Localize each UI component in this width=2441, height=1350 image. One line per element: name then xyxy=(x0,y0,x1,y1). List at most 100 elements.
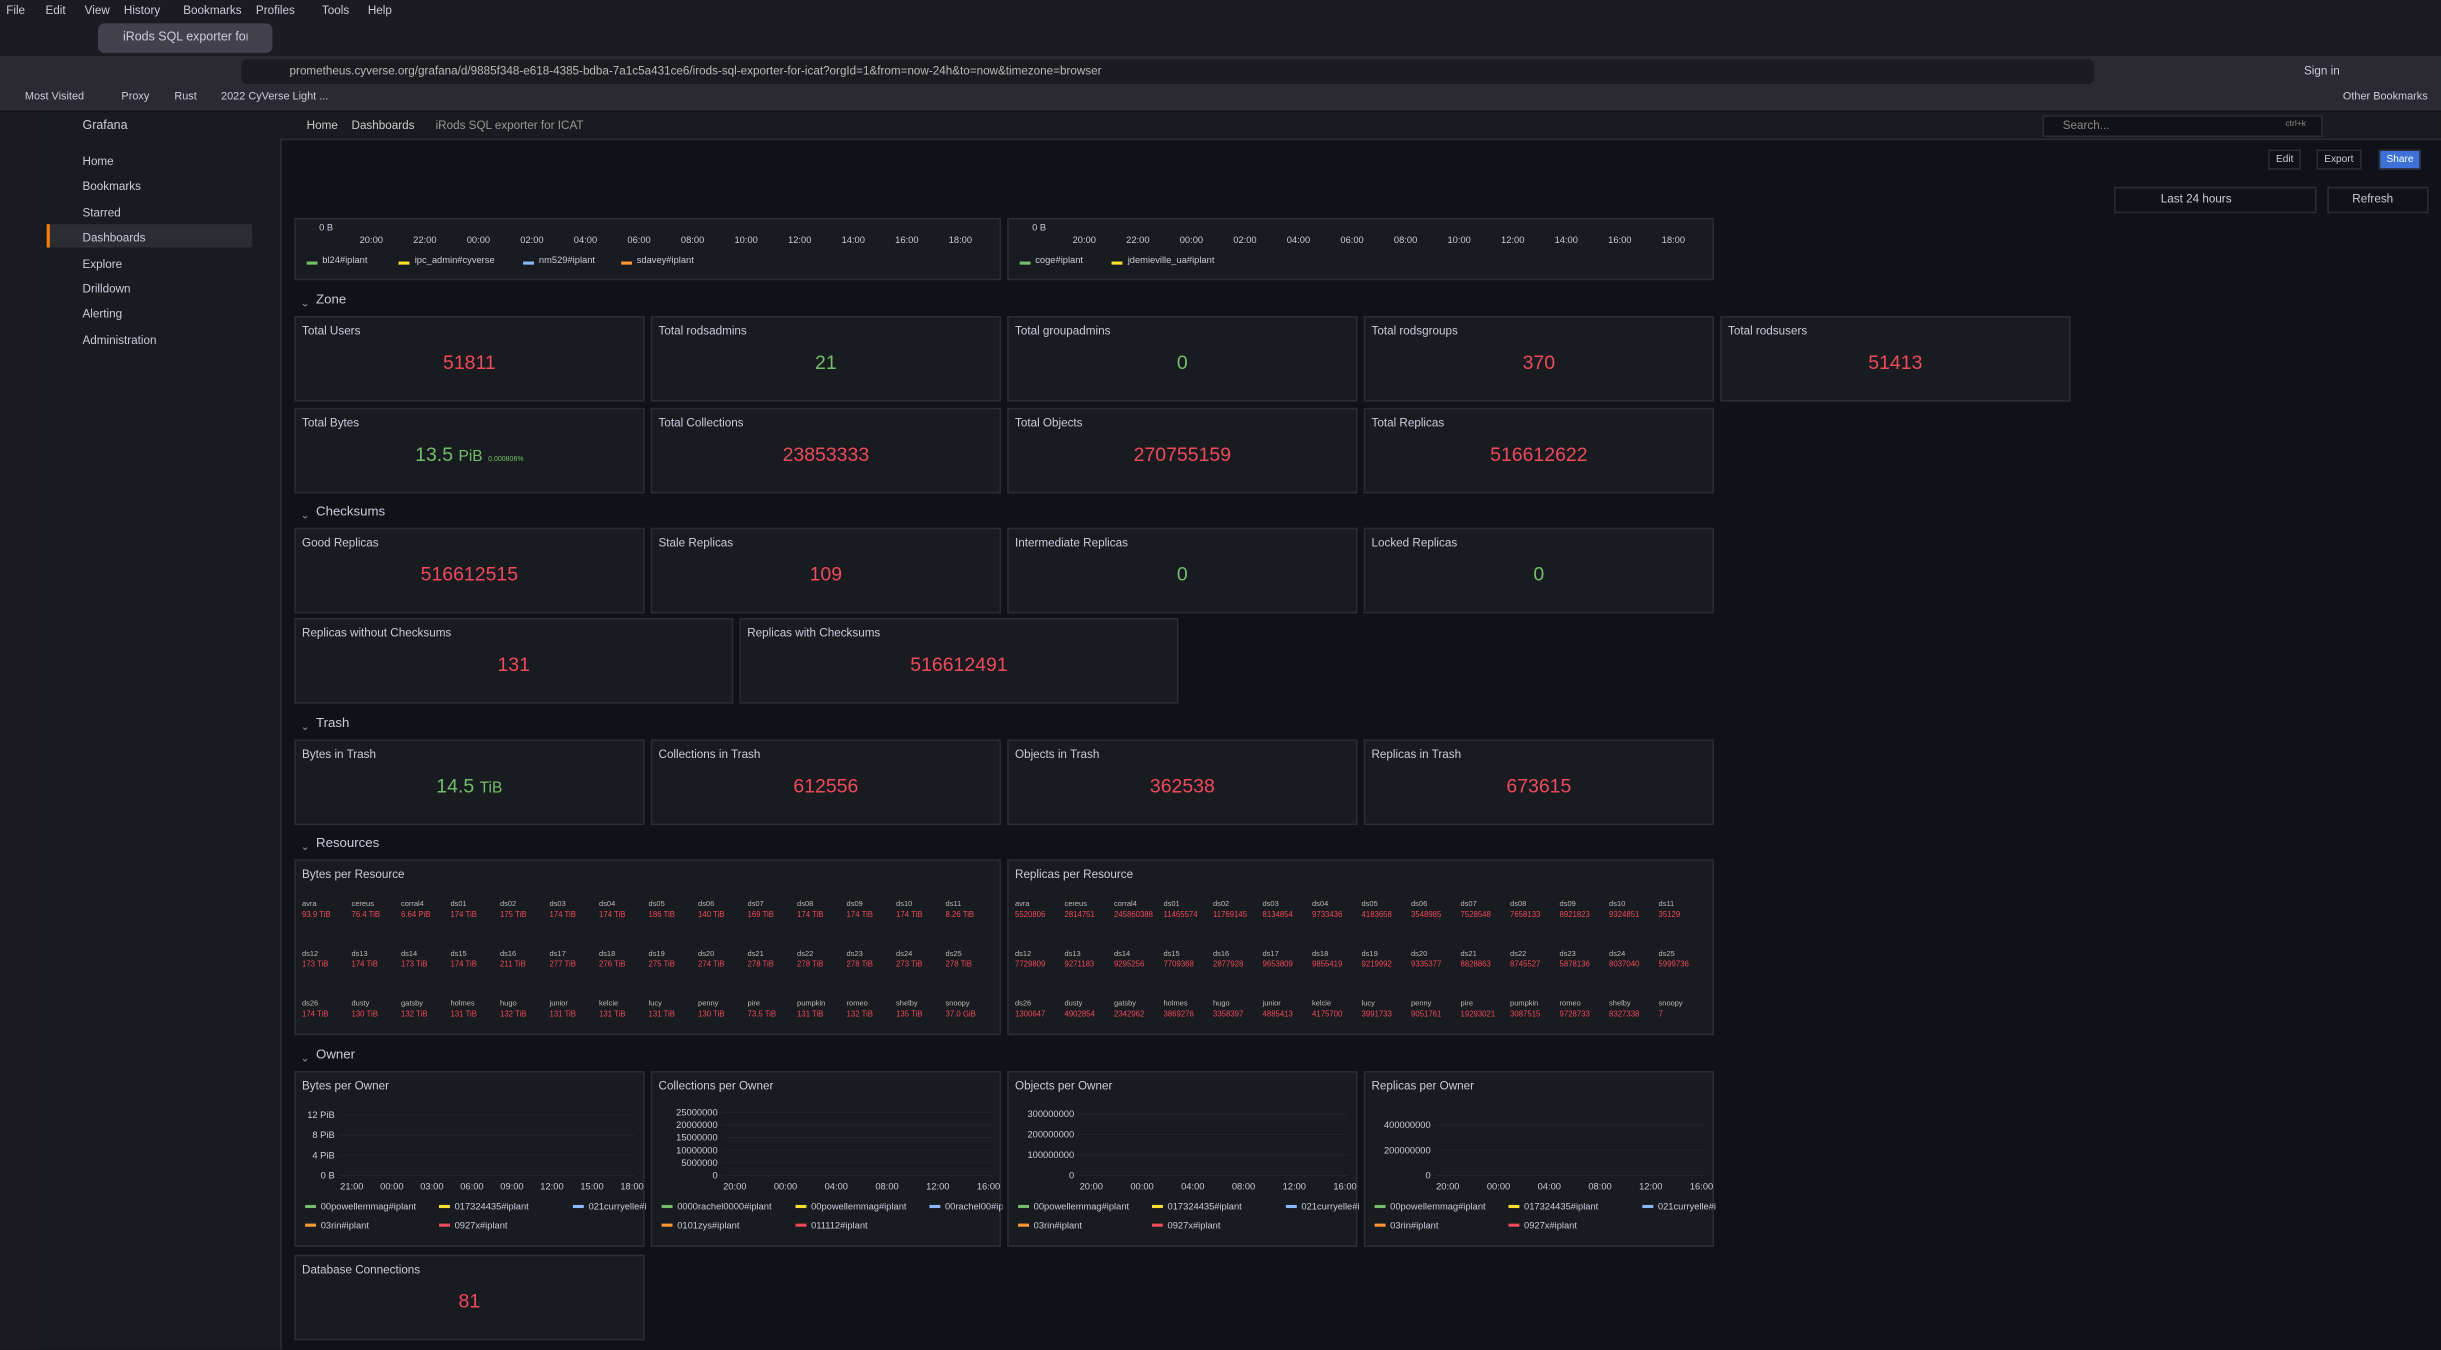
panel-title: Total rodsusers xyxy=(1728,323,1808,338)
menu-item[interactable]: Tools xyxy=(321,3,350,18)
nav-item[interactable]: Alerting xyxy=(82,307,123,322)
panel-title: Total rodsadmins xyxy=(658,323,747,338)
search-box[interactable] xyxy=(2042,115,2323,137)
section-title[interactable]: Checksums xyxy=(316,502,386,519)
resource-name: dusty xyxy=(351,1000,370,1009)
section-title[interactable]: Trash xyxy=(316,714,350,731)
resource-name: holmes xyxy=(1163,1000,1188,1009)
resource-name: ds12 xyxy=(302,951,319,959)
resource-value: 2342962 xyxy=(1114,1010,1145,1020)
menu-item[interactable]: History xyxy=(123,3,161,18)
x-tick-label: 03:00 xyxy=(420,1181,443,1191)
resource-value: 245860388 xyxy=(1114,910,1153,921)
url[interactable]: prometheus.cyverse.org/grafana/d/9885f34… xyxy=(289,63,1102,78)
resource-name: lucy xyxy=(1361,1000,1375,1009)
nav-active xyxy=(46,224,253,248)
tab-title[interactable]: iRods SQL exporter for ICAT xyxy=(122,29,248,44)
resource-name: ds20 xyxy=(1411,951,1428,959)
nav-item[interactable]: Administration xyxy=(82,332,157,347)
y-tick-label: 20000000 xyxy=(676,1120,718,1130)
panel-title: Replicas without Checksums xyxy=(302,625,452,640)
breadcrumb[interactable]: iRods SQL exporter for ICAT xyxy=(435,118,584,133)
resource-value: 8828863 xyxy=(1460,960,1491,970)
legend-name[interactable]: nm529#iplant xyxy=(538,256,596,267)
section-title[interactable]: Resources xyxy=(316,834,380,850)
legend-name[interactable]: bl24#iplant xyxy=(322,256,368,267)
toolbar-button[interactable]: Share xyxy=(2378,149,2422,170)
x-tick-label: 16:00 xyxy=(1333,1181,1356,1191)
x-tick-label: 20:00 xyxy=(1072,236,1096,246)
x-tick-label: 04:00 xyxy=(825,1181,848,1191)
value: 0 xyxy=(1533,563,1545,586)
x-tick-label: 14:00 xyxy=(1554,236,1578,246)
resource-value: 35129 xyxy=(1658,910,1681,921)
nav-item[interactable]: Starred xyxy=(82,205,121,220)
resource-name: ds25 xyxy=(1658,951,1675,959)
nav-item[interactable]: Explore xyxy=(82,256,123,271)
url-bar[interactable] xyxy=(241,59,2094,85)
nav-item[interactable]: Home xyxy=(82,154,114,169)
menu-item[interactable]: Profiles xyxy=(255,3,295,18)
resource-name: ds15 xyxy=(1163,951,1180,959)
toolbar-button[interactable]: Export xyxy=(2316,149,2362,170)
time-range[interactable]: Last 24 hours xyxy=(2160,191,2232,206)
menu-item[interactable]: Edit xyxy=(45,3,66,18)
resource-name: ds07 xyxy=(1460,901,1477,910)
toolbar-button[interactable]: Edit xyxy=(2268,149,2302,170)
resource-value: 2877928 xyxy=(1213,960,1244,970)
sign-in[interactable]: Sign in xyxy=(2304,63,2340,78)
legend-name[interactable]: ipc_admin#cyverse xyxy=(414,256,495,267)
y-tick-label: 0 xyxy=(712,1170,717,1180)
tab[interactable] xyxy=(98,23,273,53)
bookmark[interactable]: 2022 CyVerse Light ... xyxy=(221,91,329,103)
refresh-button[interactable] xyxy=(2327,186,2429,214)
resource-name: romeo xyxy=(846,1000,868,1009)
legend-swatch xyxy=(1508,1204,1520,1209)
x-tick-label: 20:00 xyxy=(1080,1181,1103,1191)
y-tick-label: 0 B xyxy=(319,224,334,234)
breadcrumb[interactable]: Dashboards xyxy=(351,118,415,133)
refresh[interactable]: Refresh xyxy=(2352,191,2394,206)
legend-name: 00powellemmag#iplant xyxy=(1034,1202,1130,1212)
nav-item[interactable]: Bookmarks xyxy=(82,179,141,194)
menu-item[interactable]: View xyxy=(84,3,110,18)
value: 370 xyxy=(1522,351,1556,374)
resource-name: ds26 xyxy=(1015,1000,1032,1009)
legend-name: 0927x#iplant xyxy=(1168,1220,1221,1230)
panel-title: Bytes in Trash xyxy=(302,747,377,762)
resource-name: ds08 xyxy=(1510,901,1527,910)
bookmark[interactable]: Rust xyxy=(174,91,197,103)
stat-value: 370 xyxy=(1365,352,1712,374)
legend-name[interactable]: jdemieville_ua#iplant xyxy=(1127,256,1215,267)
bookmark[interactable]: Proxy xyxy=(121,91,150,103)
nav-item[interactable]: Dashboards xyxy=(82,230,146,245)
menu-item[interactable]: Help xyxy=(367,3,392,18)
bookmark[interactable]: Most Visited xyxy=(24,91,85,103)
y-tick-label: 0 xyxy=(1425,1170,1430,1180)
stat-panel: Replicas in Trash 673615 xyxy=(1363,739,1714,826)
resource-name: kelcie xyxy=(1312,1000,1332,1009)
section-title[interactable]: Owner xyxy=(316,1046,356,1062)
section-title[interactable]: Zone xyxy=(316,291,347,307)
time-picker[interactable] xyxy=(2114,186,2317,214)
search[interactable]: Search... xyxy=(2062,118,2110,133)
resource-value: 4175700 xyxy=(1312,1010,1343,1020)
resource-name: lucy xyxy=(648,1000,662,1009)
other-bookmarks[interactable]: Other Bookmarks xyxy=(2342,91,2428,103)
panel-title: Objects per Owner xyxy=(1015,1078,1113,1093)
panel-title: Bytes per Owner xyxy=(302,1078,389,1093)
resource-name: ds23 xyxy=(846,951,863,959)
y-tick-label: 400000000 xyxy=(1384,1120,1431,1130)
legend-name[interactable]: sdavey#iplant xyxy=(636,256,694,267)
menu-item[interactable]: File xyxy=(6,3,26,18)
stat-panel: Database Connections 81 xyxy=(294,1254,645,1341)
menu-item[interactable]: Bookmarks xyxy=(183,3,242,18)
chart-panel: Collections per Owner 25000000 20000000 150… xyxy=(650,1071,1003,1247)
resource-name: ds04 xyxy=(599,901,616,910)
breadcrumb[interactable]: Home xyxy=(306,118,338,133)
legend-name: 00powellemmag#iplant xyxy=(811,1202,907,1212)
legend-name[interactable]: coge#iplant xyxy=(1035,256,1084,267)
nav-item[interactable]: Drilldown xyxy=(82,281,131,296)
resource-name: gatsby xyxy=(401,1000,424,1009)
resource-name: corral4 xyxy=(1114,901,1137,910)
